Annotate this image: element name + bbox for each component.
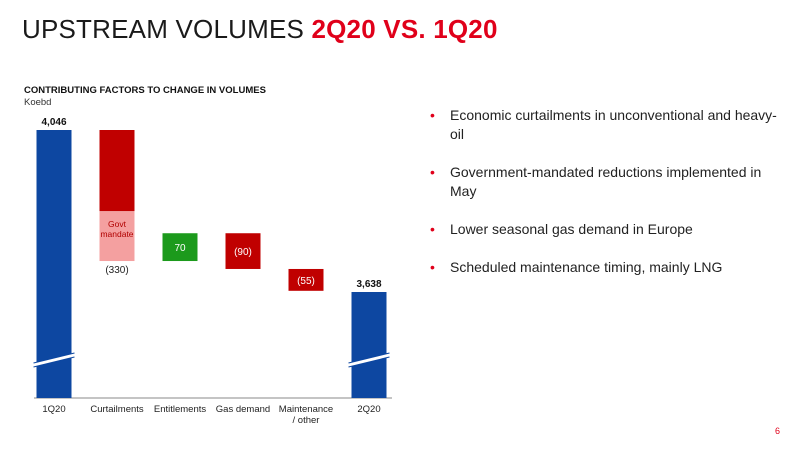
category-label: Curtailments [90,404,144,415]
bullet-text: Scheduled maintenance timing, mainly LNG [450,259,723,275]
chart-subtitle: CONTRIBUTING FACTORS TO CHANGE IN VOLUME… [24,85,266,96]
axis-break-line [348,352,390,364]
category-label: / other [293,415,320,426]
bullet-item: • Lower seasonal gas demand in Europe [430,220,780,239]
bullet-item: • Government-mandated reductions implemen… [430,163,780,201]
bar-5 [351,292,387,398]
axis-break-gap [348,353,390,367]
chart-unit: Koebd [24,97,52,108]
bar-3 [225,233,261,269]
axis-break-line [33,356,75,368]
category-label: Gas demand [216,404,270,415]
category-label: Maintenance [279,404,333,415]
category-label: 1Q20 [42,404,65,415]
data-label: 4,046 [41,117,66,128]
axis-break-gap [33,353,75,367]
bar-0 [36,130,72,398]
bullet-dot-icon: • [430,164,435,180]
bullet-dot-icon: • [430,221,435,237]
data-label: 3,638 [356,279,381,290]
segment-label: mandate [100,229,133,239]
bar-1 [99,130,135,212]
category-label: Entitlements [154,404,207,415]
axis-break-line [348,356,390,368]
data-label: 70 [174,243,186,254]
category-label: 2Q20 [357,404,380,415]
bullet-text: Government-mandated reductions implement… [450,164,762,199]
axis-break-line [33,352,75,364]
page-number: 6 [774,426,780,436]
page-title: UPSTREAM VOLUMES 2Q20 VS. 1Q20 [22,14,498,45]
bullet-list: • Economic curtailments in unconventional… [430,106,780,296]
title-main: UPSTREAM VOLUMES [22,14,312,44]
data-label: (90) [234,247,252,258]
bullet-dot-icon: • [430,107,435,123]
bullet-item: • Scheduled maintenance timing, mainly LN… [430,258,780,277]
bullet-item: • Economic curtailments in unconventional… [430,106,780,144]
bar-2 [162,233,198,262]
title-highlight: 2Q20 VS. 1Q20 [311,14,498,44]
bar-4 [288,268,324,291]
bullet-dot-icon: • [430,259,435,275]
segment-label: Govt [108,219,127,229]
bullet-text: Lower seasonal gas demand in Europe [450,221,693,237]
bar-segment-mandate [99,211,135,262]
data-label: (330) [105,265,128,276]
data-label: (55) [297,276,315,287]
bullet-text: Economic curtailments in unconventional … [450,107,777,142]
